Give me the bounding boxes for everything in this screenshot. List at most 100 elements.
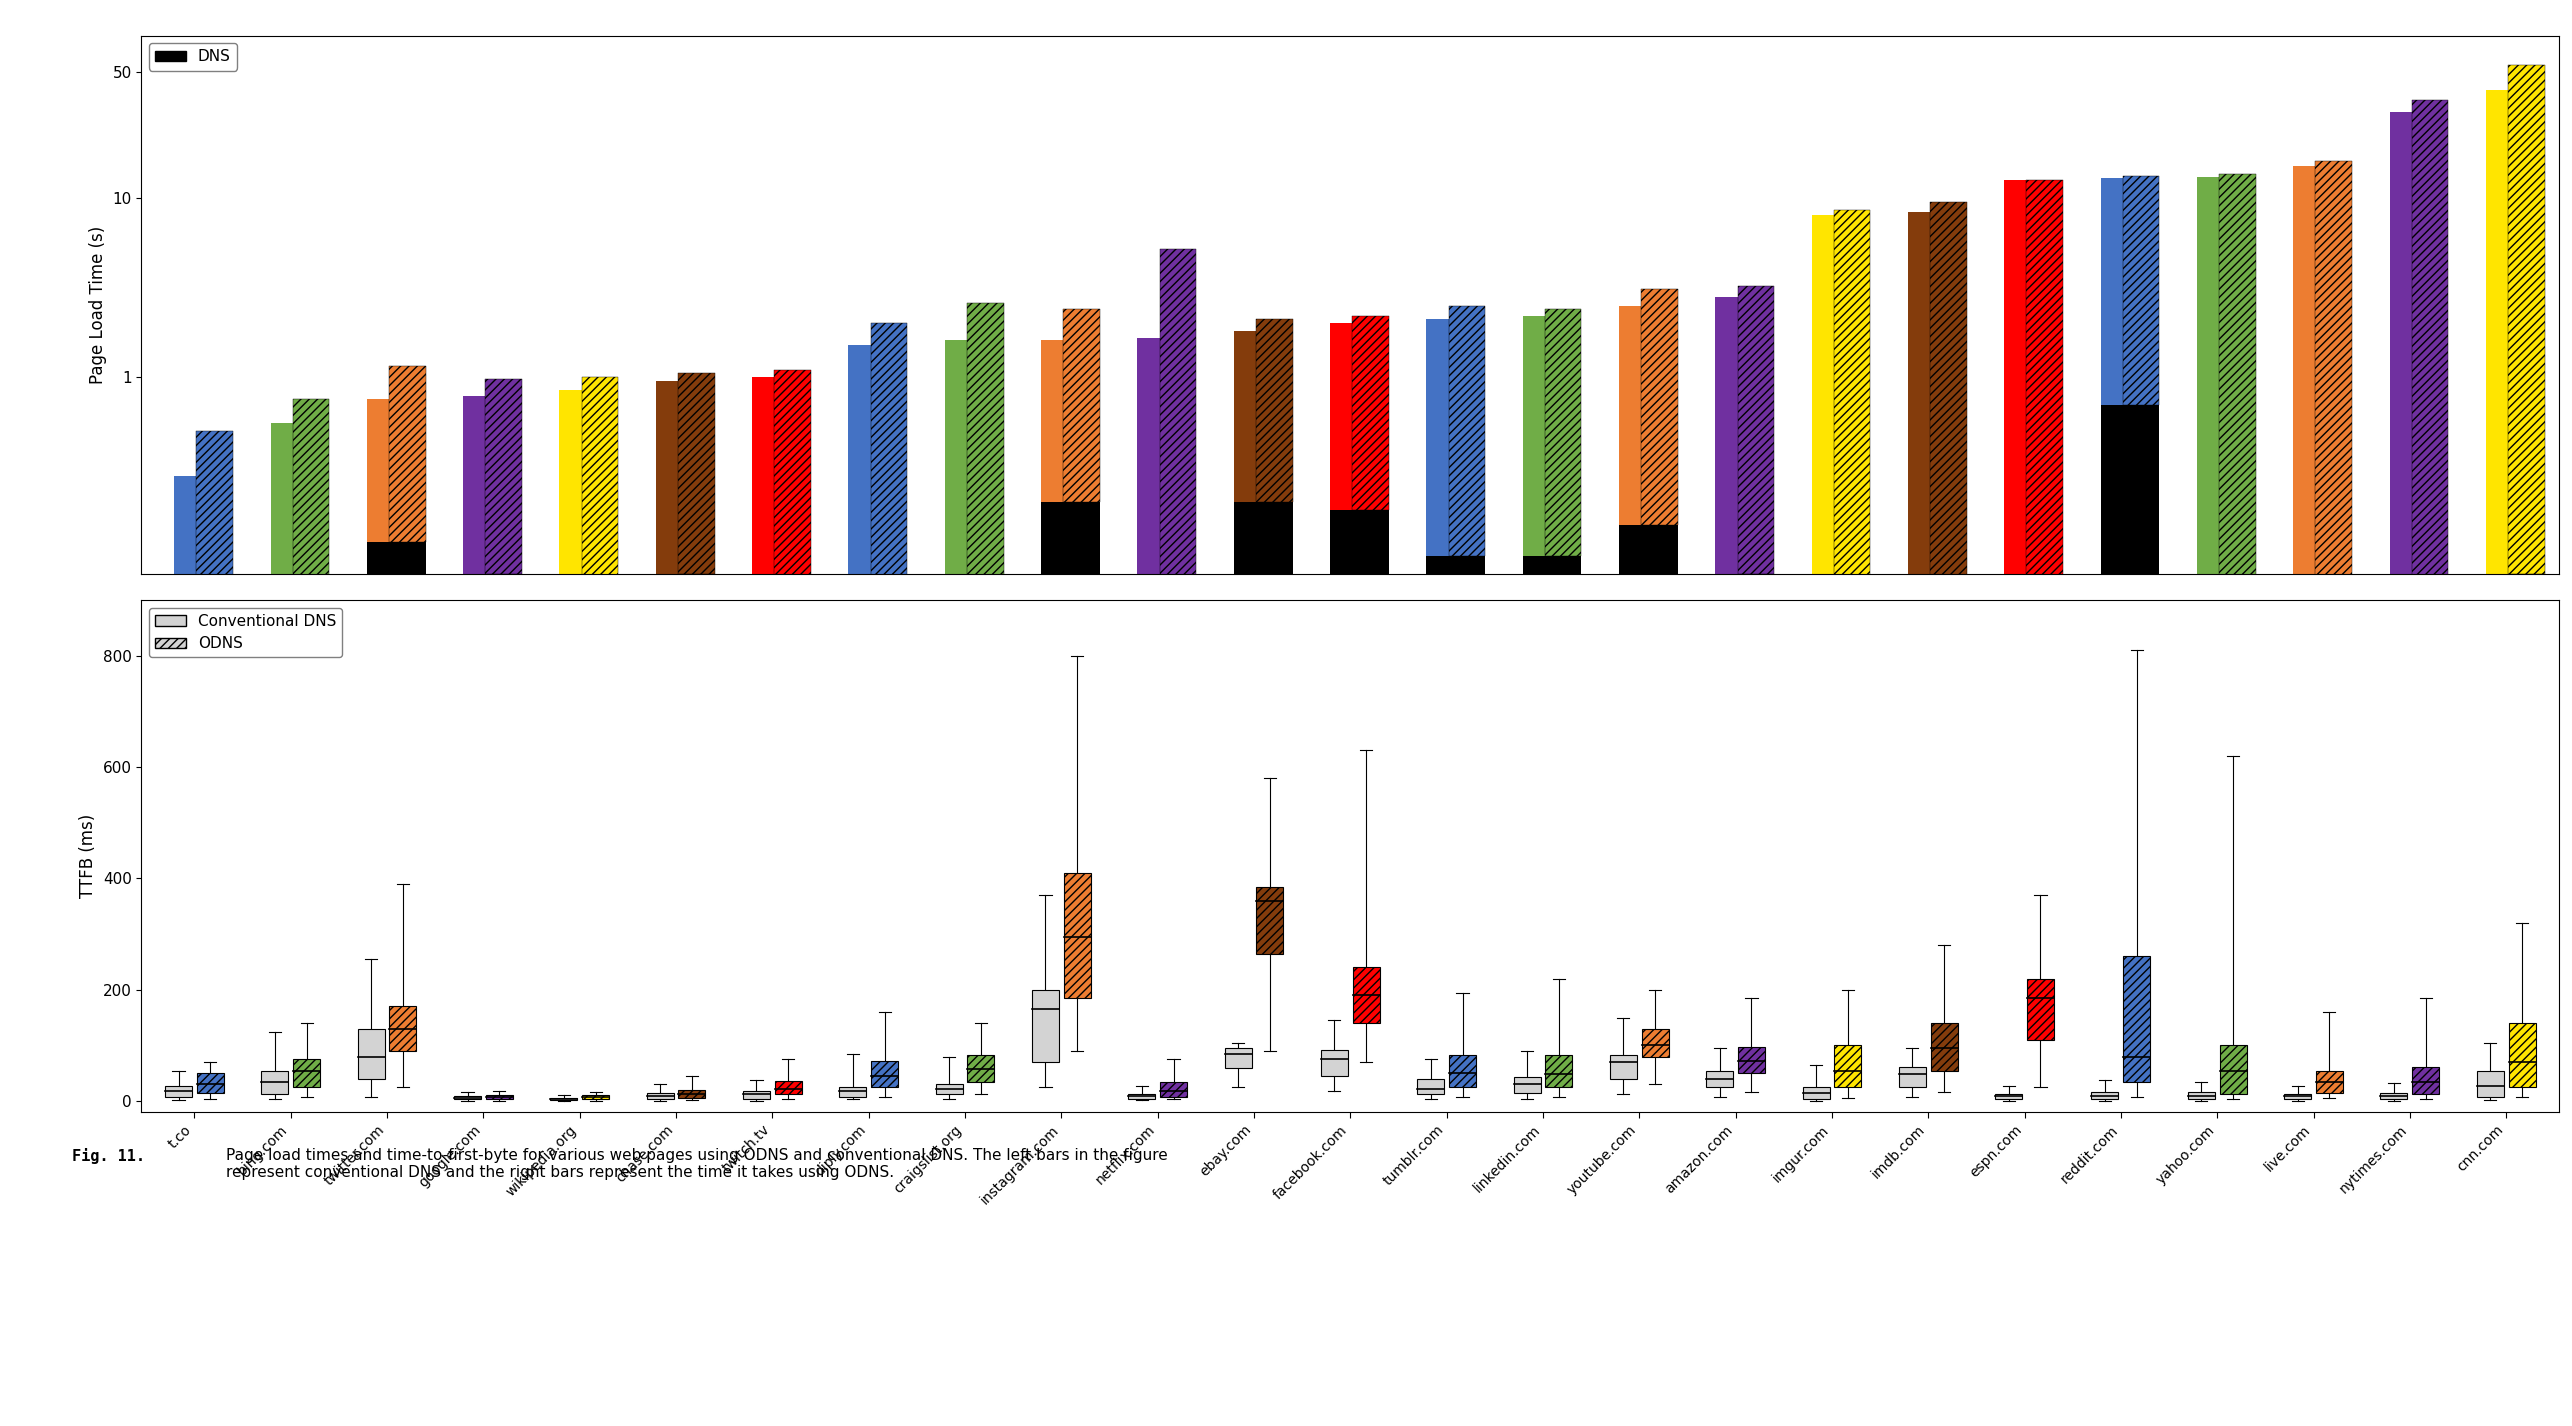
Bar bbox=[1996, 1094, 2022, 1099]
Bar bbox=[774, 369, 810, 610]
Bar bbox=[368, 399, 404, 542]
Bar bbox=[2508, 64, 2544, 573]
Bar bbox=[2027, 627, 2063, 1426]
Bar bbox=[561, 389, 597, 610]
Bar bbox=[455, 1097, 481, 1099]
Bar bbox=[1353, 967, 1379, 1024]
Bar bbox=[1834, 627, 1870, 1426]
Bar bbox=[1512, 1077, 1541, 1092]
Bar bbox=[1322, 1050, 1348, 1077]
Bar bbox=[1546, 556, 1582, 1426]
Bar bbox=[2220, 627, 2256, 1426]
Bar bbox=[388, 542, 424, 1426]
Bar bbox=[2487, 573, 2523, 1426]
Bar bbox=[561, 610, 597, 1426]
Bar bbox=[1065, 873, 1091, 998]
Bar bbox=[1448, 1055, 1476, 1087]
Bar bbox=[656, 381, 692, 573]
Bar bbox=[1811, 627, 1849, 1426]
Bar bbox=[1255, 319, 1294, 502]
Bar bbox=[2189, 1092, 2214, 1099]
Bar bbox=[656, 573, 692, 1426]
Bar bbox=[774, 1081, 802, 1095]
Bar bbox=[1546, 309, 1582, 556]
Y-axis label: TTFB (ms): TTFB (ms) bbox=[80, 814, 98, 898]
Bar bbox=[2487, 90, 2523, 573]
Bar bbox=[2027, 180, 2063, 627]
Bar bbox=[2382, 1092, 2407, 1099]
Bar bbox=[550, 1098, 576, 1099]
Bar bbox=[368, 542, 404, 1426]
Bar bbox=[869, 610, 908, 1426]
Bar bbox=[2124, 957, 2150, 1082]
Bar bbox=[1803, 1087, 1829, 1099]
Bar bbox=[2477, 1071, 2503, 1097]
Bar bbox=[1330, 322, 1366, 511]
Bar bbox=[1834, 1045, 1862, 1087]
Bar bbox=[293, 399, 329, 610]
Bar bbox=[1353, 511, 1389, 1426]
Bar bbox=[358, 1028, 386, 1079]
Bar bbox=[1898, 1067, 1926, 1087]
Bar bbox=[293, 610, 329, 1426]
Legend: Conventional DNS, ODNS: Conventional DNS, ODNS bbox=[149, 607, 342, 657]
Bar bbox=[1929, 627, 1968, 1426]
Bar bbox=[195, 650, 234, 1426]
Bar bbox=[1235, 331, 1271, 502]
Bar bbox=[1739, 1047, 1764, 1074]
Bar bbox=[1546, 1055, 1571, 1087]
Bar bbox=[1062, 309, 1101, 502]
Bar bbox=[1427, 556, 1463, 1426]
Bar bbox=[2101, 178, 2137, 405]
Bar bbox=[872, 1061, 898, 1087]
Bar bbox=[1618, 305, 1656, 525]
Bar bbox=[1129, 1094, 1155, 1099]
Bar bbox=[1932, 1024, 1957, 1071]
Bar bbox=[1255, 887, 1283, 954]
Bar bbox=[679, 374, 715, 573]
Bar bbox=[2004, 627, 2042, 1426]
Bar bbox=[581, 376, 617, 610]
Bar bbox=[849, 345, 885, 610]
Bar bbox=[165, 1085, 193, 1097]
Bar bbox=[751, 376, 790, 610]
Bar bbox=[1523, 315, 1559, 556]
Bar bbox=[1160, 1082, 1188, 1097]
Bar bbox=[1062, 502, 1101, 1426]
Bar bbox=[463, 396, 499, 573]
Bar bbox=[967, 610, 1003, 1426]
Bar bbox=[2294, 627, 2330, 1426]
Bar bbox=[175, 650, 211, 1426]
Bar bbox=[849, 610, 885, 1426]
Bar bbox=[486, 1095, 512, 1099]
Bar bbox=[1618, 525, 1656, 1426]
Bar bbox=[581, 610, 617, 1426]
Bar bbox=[1160, 610, 1196, 1426]
Bar bbox=[944, 341, 983, 610]
Bar bbox=[2220, 174, 2256, 627]
Bar bbox=[1523, 556, 1559, 1426]
Bar bbox=[1811, 215, 1849, 627]
Bar bbox=[1908, 212, 1944, 627]
Bar bbox=[1330, 511, 1366, 1426]
Bar bbox=[388, 366, 424, 542]
Bar bbox=[679, 1089, 705, 1098]
Bar bbox=[838, 1087, 867, 1097]
Bar bbox=[198, 1074, 224, 1092]
Bar bbox=[2315, 627, 2351, 1426]
Bar bbox=[743, 1091, 769, 1099]
Bar bbox=[2389, 627, 2425, 1426]
Bar bbox=[2091, 1092, 2119, 1099]
Bar bbox=[1716, 297, 1752, 573]
Bar bbox=[2122, 175, 2160, 405]
Bar bbox=[1929, 201, 1968, 627]
Bar bbox=[774, 610, 810, 1426]
Legend: DNS: DNS bbox=[149, 43, 237, 70]
Bar bbox=[1042, 341, 1078, 502]
Bar bbox=[2508, 1024, 2536, 1087]
Bar bbox=[2294, 165, 2330, 627]
Bar bbox=[944, 610, 983, 1426]
Bar bbox=[2413, 100, 2449, 627]
Bar bbox=[2122, 405, 2160, 1426]
Bar bbox=[2508, 573, 2544, 1426]
